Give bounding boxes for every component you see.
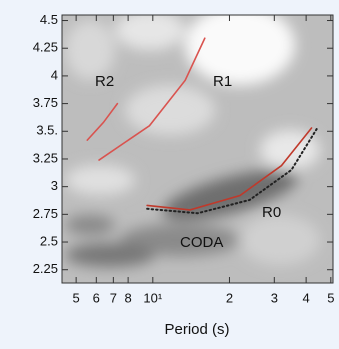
y-tick-label: 2.5 [40,233,58,248]
y-tick-label: 3.5. [36,123,58,138]
x-tick-label: 6 [93,290,100,305]
x-tick-label: 3 [271,290,278,305]
y-tick-label: 3.25 [33,150,58,165]
y-tick-label: 4.5 [40,12,58,27]
x-tick-label: 2 [226,290,233,305]
series-line [146,128,318,215]
x-tick-label: 5 [327,290,334,305]
plot-frame [61,14,334,284]
heatmap [62,15,333,283]
y-tick-label: 4.25 [33,40,58,55]
x-tick-label: 7 [110,290,117,305]
annotation: CODA [180,234,223,251]
y-tick-label: 2.25 [33,261,58,276]
y-tick-label: 3 [51,178,58,193]
x-tick-label: 4 [303,290,310,305]
series-line [86,102,119,141]
x-tick-label: 10¹ [143,290,162,305]
x-tick-label: 5 [73,290,80,305]
y-tick-label: 3.75 [33,95,58,110]
series-line [98,37,206,161]
x-tick-label: 8 [125,290,132,305]
y-tick-label: 2.75 [33,206,58,221]
annotation: R1 [213,73,232,90]
series-line [146,127,313,211]
y-tick-label: 4 [51,67,58,82]
annotation: R0 [262,204,281,221]
annotation: R2 [95,73,114,90]
x-axis-label: Period (s) [164,321,229,338]
